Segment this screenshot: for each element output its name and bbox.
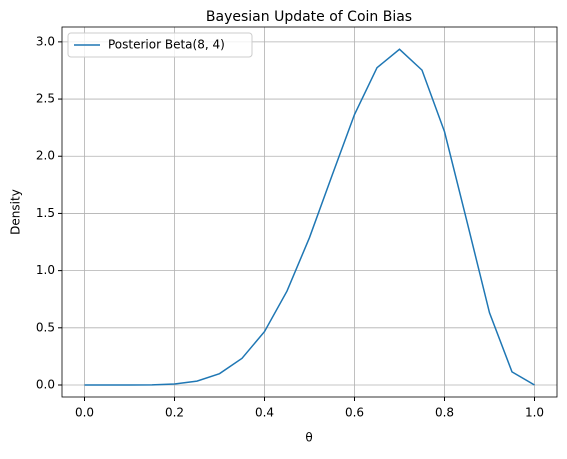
y-tick-label: 3.0 xyxy=(36,34,55,48)
data-line xyxy=(84,48,535,386)
y-tick-label: 1.5 xyxy=(36,206,55,220)
y-tick-label: 2.0 xyxy=(36,149,55,163)
legend-box xyxy=(67,32,253,58)
x-tick-label: 0.6 xyxy=(345,406,364,420)
axes-frame xyxy=(61,26,558,398)
x-axis-label: θ xyxy=(305,431,312,445)
legend-label: Posterior Beta(8, 4) xyxy=(108,38,225,52)
y-axis-label: Density xyxy=(9,189,23,235)
x-tick-label: 0.2 xyxy=(165,406,184,420)
y-tick-label: 1.0 xyxy=(36,263,55,277)
x-tick-label: 1.0 xyxy=(525,406,544,420)
chart-title: Bayesian Update of Coin Bias xyxy=(206,9,412,25)
x-tick-label: 0.0 xyxy=(75,406,94,420)
y-tick-label: 0.0 xyxy=(36,377,55,391)
x-tick-label: 0.4 xyxy=(255,406,274,420)
y-tick-label: 2.5 xyxy=(36,92,55,106)
x-tick-label: 0.8 xyxy=(435,406,454,420)
y-tick-label: 0.5 xyxy=(36,320,55,334)
